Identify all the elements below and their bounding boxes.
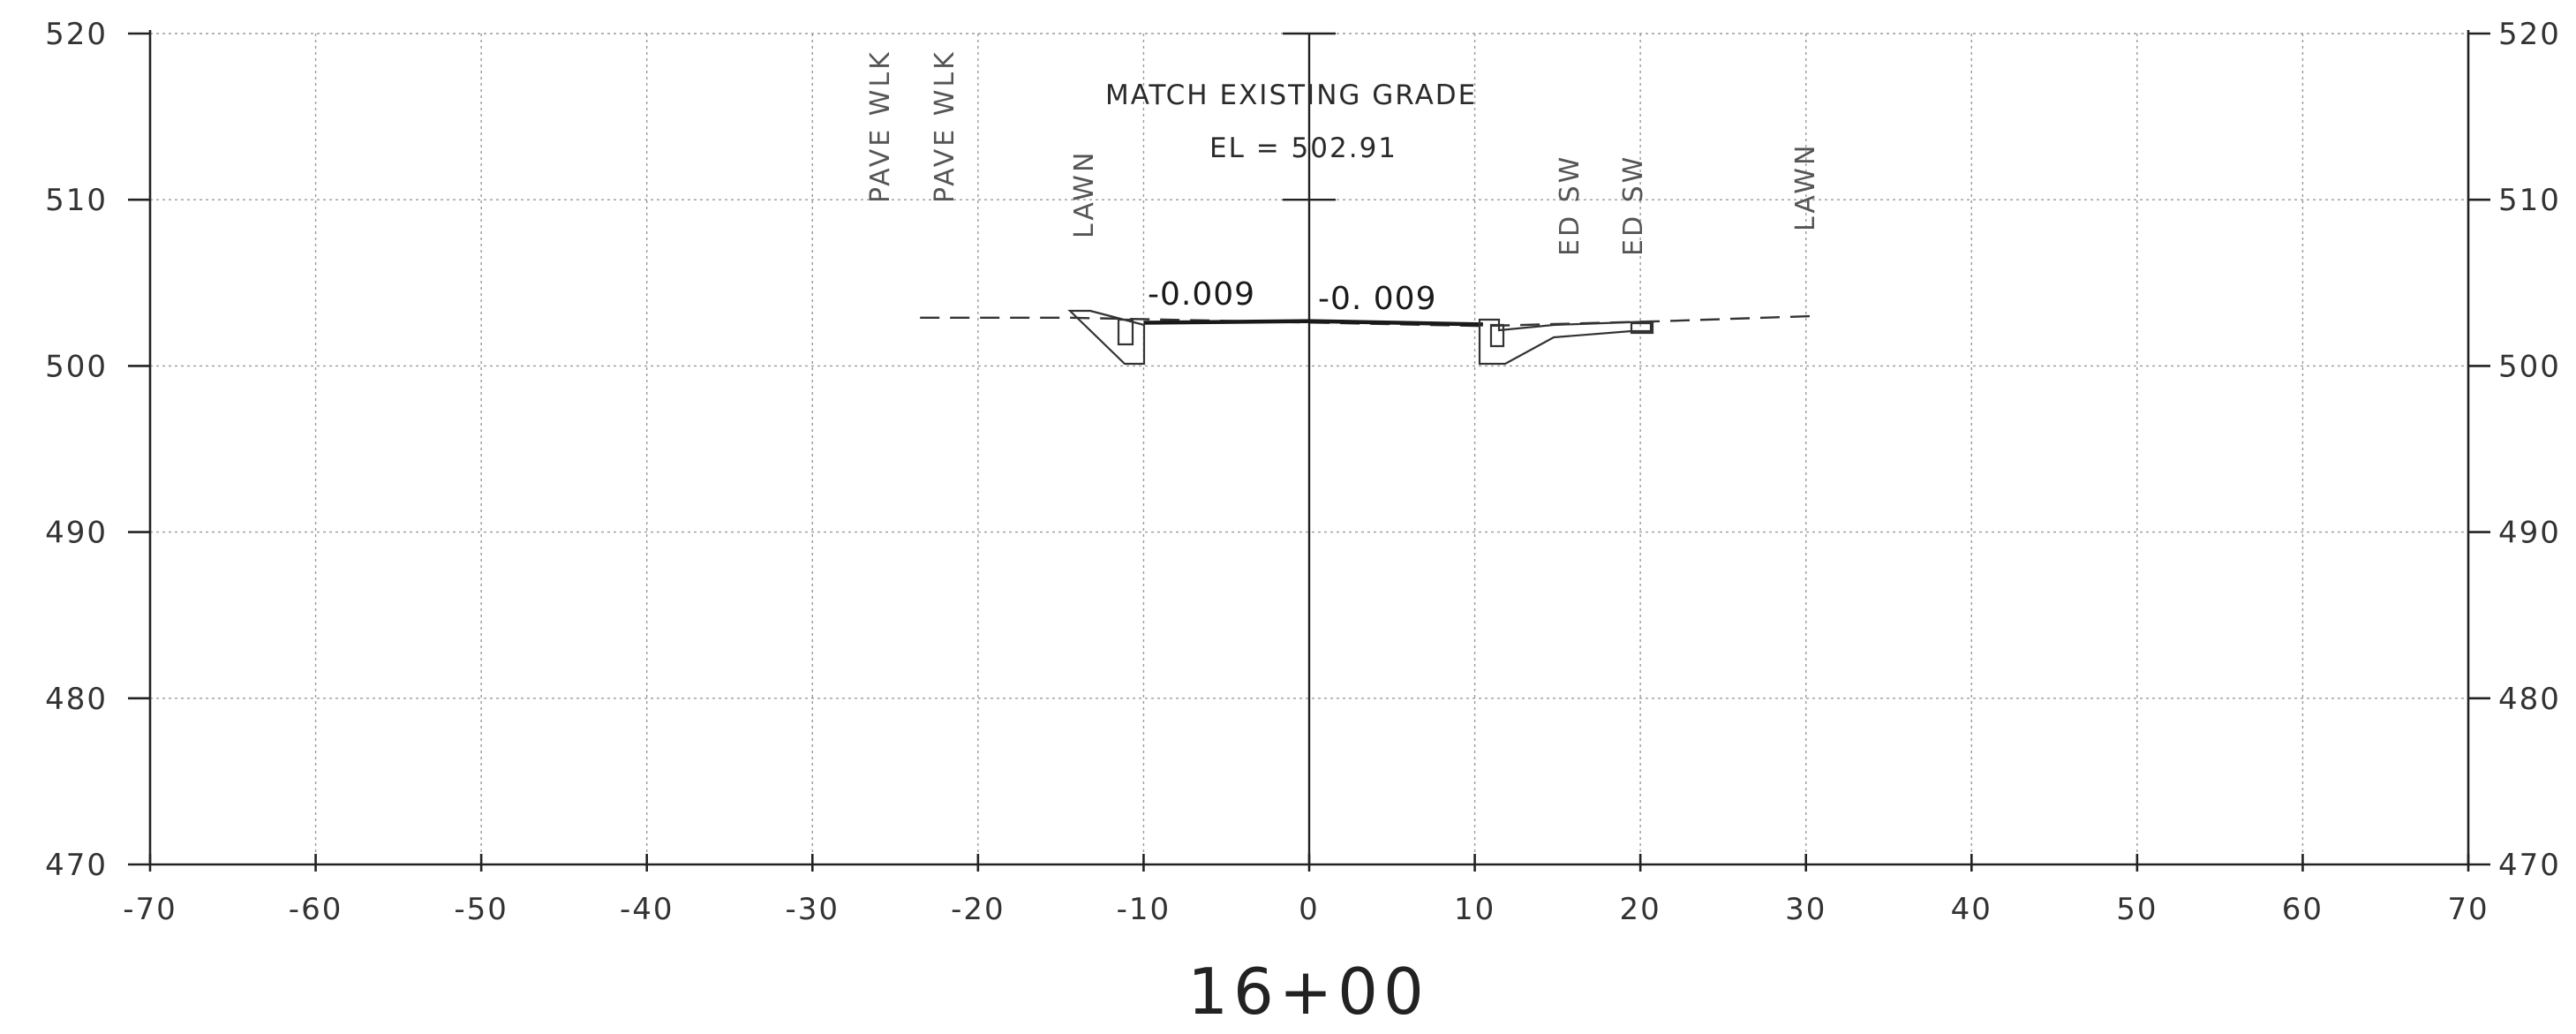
- y-tick-label-left: 500: [45, 349, 108, 384]
- x-tick-label: 70: [2447, 892, 2489, 927]
- y-tick-label-right: 500: [2498, 349, 2561, 384]
- y-tick-label-left: 480: [45, 682, 108, 717]
- x-tick-label: 0: [1299, 892, 1320, 927]
- existing-grade-line: [920, 314, 1815, 328]
- profile-lines: [920, 314, 1815, 328]
- y-tick-label-right: 520: [2498, 17, 2561, 52]
- callout-lawn-right: LAWN: [1790, 143, 1821, 231]
- callout-edge-sidewalk-2: ED SW: [1618, 155, 1649, 256]
- vertical-gridlines: [314, 34, 2304, 864]
- callout-pave-walk-2: PAVE WLK: [930, 49, 960, 203]
- proposed-pavement-line: [1143, 319, 1483, 327]
- slope-label-right: -0. 009: [1318, 281, 1437, 317]
- x-tick-label: -20: [951, 892, 1006, 927]
- callout-edge-sidewalk-1: ED SW: [1555, 155, 1586, 256]
- left-curb-detail: [1067, 309, 1146, 366]
- y-tick-label-right: 490: [2498, 516, 2561, 551]
- station-label: 16+00: [1187, 955, 1429, 1029]
- x-tick-label: 50: [2116, 892, 2158, 927]
- callout-pave-walk-1: PAVE WLK: [865, 49, 896, 203]
- y-tick-label-right: 510: [2498, 183, 2561, 218]
- y-tick-label-left: 510: [45, 183, 108, 218]
- x-tick-label: -30: [786, 892, 840, 927]
- y-axis-tick-labels: 520 520 510 510 500 500 490 490 480 480 470 470: [45, 17, 2561, 883]
- x-tick-label: -10: [1117, 892, 1171, 927]
- x-tick-label: -70: [123, 892, 177, 927]
- y-tick-label-left: 520: [45, 17, 108, 52]
- y-tick-label-left: 490: [45, 516, 108, 551]
- x-tick-label: -50: [454, 892, 508, 927]
- x-tick-label: 10: [1454, 892, 1495, 927]
- slope-label-left: -0.009: [1148, 276, 1255, 313]
- x-tick-label: 20: [1620, 892, 1661, 927]
- x-tick-label: 60: [2282, 892, 2324, 927]
- y-tick-label-left: 470: [45, 848, 108, 883]
- callout-lawn-left: LAWN: [1069, 150, 1100, 238]
- y-tick-label-right: 480: [2498, 682, 2561, 717]
- y-tick-label-right: 470: [2498, 848, 2561, 883]
- right-curb-detail: [1478, 318, 1654, 366]
- x-tick-label: 40: [1951, 892, 1992, 927]
- x-axis-tick-labels: -70 -60 -50 -40 -30 -20 -10 0 10 20 30 40 50 60 70: [123, 892, 2489, 927]
- plot-frame: [128, 30, 2490, 872]
- match-grade-note: MATCH EXISTING GRADE: [1105, 79, 1477, 111]
- x-tick-label: -60: [289, 892, 343, 927]
- x-tick-label: 30: [1785, 892, 1827, 927]
- x-tick-label: -40: [620, 892, 674, 927]
- elevation-note: EL = 502.91: [1209, 132, 1397, 164]
